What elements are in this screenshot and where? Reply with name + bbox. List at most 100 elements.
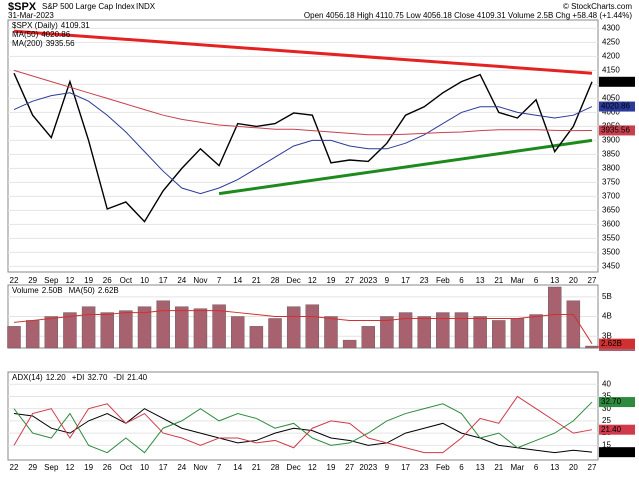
x-tick-label: 21: [494, 463, 503, 472]
value-tag-bg: [599, 76, 635, 87]
legend-label: MA(200): [12, 39, 43, 48]
x-tick-label: 27: [345, 276, 354, 285]
x-tick-label: 27: [588, 463, 597, 472]
x-tick-label: 13: [476, 463, 485, 472]
exchange: INDX: [136, 2, 156, 11]
y-tick-label: 4B: [602, 312, 612, 321]
legend-label: MA(50): [69, 286, 96, 295]
y-tick-label: 25: [602, 416, 611, 425]
x-tick-label: Mar: [511, 276, 525, 285]
volume-bar: [342, 339, 357, 349]
volume-bar: [268, 318, 282, 349]
volume-bar: [547, 286, 562, 349]
series-line: [13, 310, 593, 344]
x-tick-label: 24: [177, 463, 186, 472]
x-tick-label: 21: [252, 463, 261, 472]
volume-bar: [436, 312, 450, 349]
x-tick-label: 20: [569, 463, 578, 472]
x-tick-label: 14: [233, 276, 242, 285]
y-tick-label: 35: [602, 392, 611, 401]
x-tick-label: Mar: [511, 463, 525, 472]
legend-value: 32.70: [87, 373, 108, 382]
x-tick-label: Dec: [287, 463, 301, 472]
x-tick-label: 24: [177, 276, 186, 285]
x-tick-label: 23: [420, 463, 429, 472]
volume-bar: [7, 326, 21, 349]
symbol: $SPX: [8, 1, 37, 13]
volume-bar: [492, 320, 506, 349]
y-tick-label: 15: [602, 440, 611, 449]
volume-bar: [193, 308, 208, 349]
trendline: [13, 29, 593, 75]
y-tick-label: 3750: [602, 178, 620, 187]
volume-bar: [63, 312, 77, 349]
volume-bar: [417, 316, 431, 349]
volume-bar: [119, 310, 133, 349]
legend-label: Volume: [12, 286, 39, 295]
volume-bar: [212, 304, 226, 349]
date: 31-Mar-2023: [8, 11, 54, 20]
source: © StockCharts.com: [563, 2, 632, 11]
x-tick-label: 21: [252, 276, 261, 285]
x-tick-label: 22: [10, 276, 19, 285]
x-tick-label: 29: [28, 463, 37, 472]
value-tag: 21.40: [601, 425, 622, 434]
volume-bar: [380, 316, 394, 349]
x-tick-label: 6: [534, 276, 539, 285]
series-line: [13, 69, 593, 136]
value-tag: 4109.31: [601, 77, 630, 86]
y-tick-label: 3600: [602, 220, 620, 229]
y-tick-label: 3B: [602, 331, 612, 340]
value-tag-bg: [599, 101, 635, 112]
x-tick-label: 26: [103, 276, 112, 285]
volume-bar: [566, 300, 581, 349]
volume-bar: [585, 345, 599, 349]
x-tick-label: 6: [459, 276, 464, 285]
y-tick-label: 5B: [602, 292, 612, 301]
y-tick-label: 4250: [602, 38, 620, 47]
x-tick-label: 17: [159, 463, 168, 472]
value-tag-bg: [599, 125, 635, 136]
x-tick-label: 28: [271, 276, 280, 285]
value-tag-bg: [599, 424, 635, 435]
value-tag: 12.20: [601, 447, 622, 456]
x-tick-label: 13: [476, 276, 485, 285]
y-tick-label: 3800: [602, 164, 620, 173]
legend-value: 21.40: [127, 373, 148, 382]
y-tick-label: 3550: [602, 234, 620, 243]
x-tick-label: 19: [84, 276, 93, 285]
x-tick-label: 12: [65, 276, 74, 285]
legend-label: +DI: [72, 373, 85, 382]
series-line: [13, 401, 593, 454]
x-tick-label: 2023: [359, 463, 377, 472]
volume-bar: [81, 306, 96, 349]
y-tick-label: 4200: [602, 52, 620, 61]
series-line: [13, 395, 593, 454]
x-tick-label: 12: [308, 463, 317, 472]
price-panel: [7, 19, 599, 273]
volume-bar: [286, 306, 301, 349]
value-tag-bg: [599, 397, 635, 408]
x-tick-label: 26: [103, 463, 112, 472]
value-tag: 32.70: [601, 397, 622, 406]
x-tick-label: 17: [159, 276, 168, 285]
x-tick-label: Sep: [44, 463, 59, 472]
volume-bar: [231, 316, 245, 349]
legend-label: ADX(14): [12, 373, 43, 382]
y-tick-label: 3700: [602, 192, 620, 201]
legend-value: 2.50B: [42, 286, 63, 295]
x-tick-label: 10: [140, 276, 149, 285]
series-line: [13, 92, 593, 195]
x-tick-label: 14: [233, 463, 242, 472]
volume-bar: [324, 316, 338, 349]
legend-value: 3935.56: [46, 39, 75, 48]
y-tick-label: 3850: [602, 150, 620, 159]
value-tag: 2.62B: [601, 339, 622, 348]
series-line: [13, 408, 593, 454]
legend-label: -DI: [113, 373, 124, 382]
x-tick-label: 7: [217, 276, 222, 285]
x-tick-label: Feb: [436, 463, 450, 472]
x-tick-label: Oct: [120, 276, 133, 285]
x-tick-label: 13: [550, 276, 559, 285]
legend-value: 2.62B: [98, 286, 119, 295]
